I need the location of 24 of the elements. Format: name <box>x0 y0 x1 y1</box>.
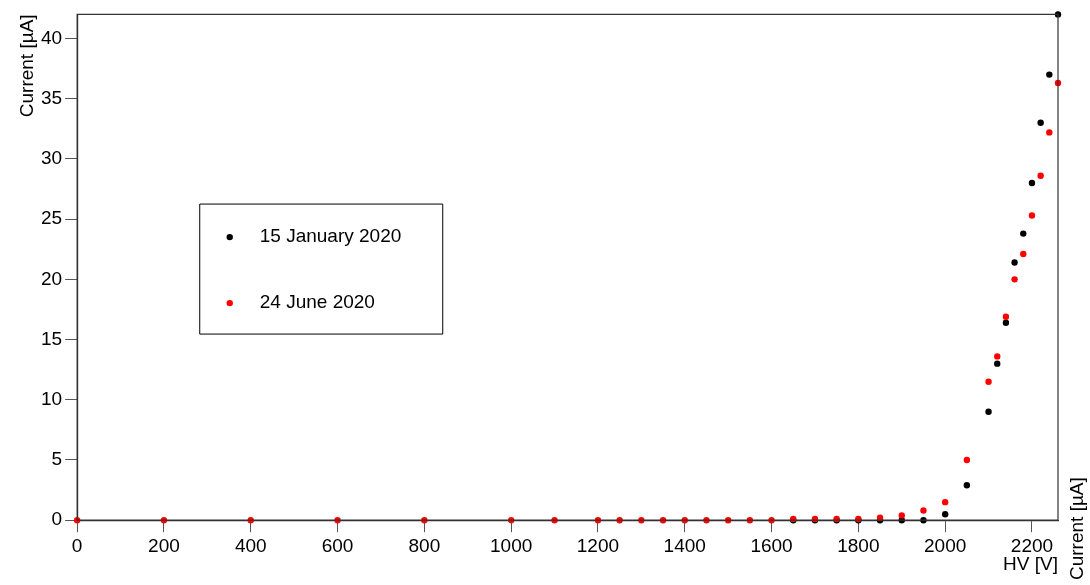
legend-label: 15 January 2020 <box>259 225 402 247</box>
x-tick-label: 1800 <box>837 534 880 556</box>
y-tick-label: 35 <box>40 86 63 108</box>
x-tick-label: 1400 <box>663 534 706 556</box>
legend-label: 24 June 2020 <box>259 291 375 313</box>
x-tick-label: 2000 <box>924 534 967 556</box>
x-tick-label: 800 <box>408 534 441 556</box>
text: Current [µA] <box>1066 477 1088 580</box>
x-tick-label: 400 <box>234 534 267 556</box>
y-tick-label: 15 <box>40 327 63 349</box>
x-tick-label: 200 <box>148 534 180 556</box>
y-tick-label: 25 <box>40 207 63 229</box>
y-tick-label: 0 <box>51 508 63 530</box>
y-tick-label: 40 <box>40 26 63 48</box>
y-tick-label: 30 <box>40 147 63 169</box>
x-tick-label: 0 <box>71 534 83 556</box>
y-axis-title: Current [µA] <box>16 14 38 118</box>
x-tick-label: 1000 <box>490 534 533 556</box>
x-tick-label: 600 <box>321 534 354 556</box>
y-tick-label: 10 <box>40 388 63 410</box>
y-tick-label: 5 <box>51 448 63 470</box>
x-tick-label: 1600 <box>750 534 793 556</box>
y-tick-label: 20 <box>40 267 63 289</box>
x-tick-label: 1200 <box>576 534 620 556</box>
